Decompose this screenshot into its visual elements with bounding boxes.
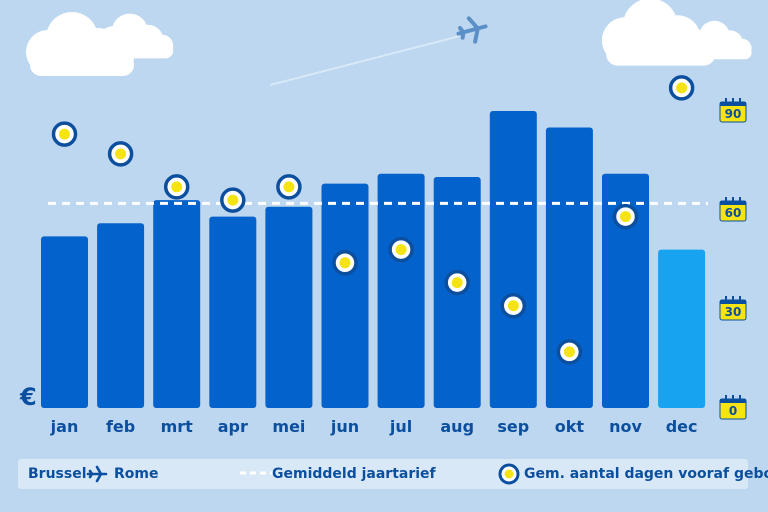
- y-axis-ticks: 0 30 60 90: [719, 98, 747, 420]
- month-label: aug: [440, 417, 474, 436]
- bars-group: [41, 111, 706, 408]
- marker-dec: [668, 75, 695, 101]
- marker-jan: [51, 121, 78, 147]
- month-labels: jan feb mrt apr mei jun jul aug sep okt nov dec: [50, 417, 698, 436]
- marker-mei: [276, 174, 302, 200]
- month-label: okt: [555, 417, 585, 436]
- bar-chart: jan feb mrt apr mei jun jul aug sep okt nov dec 0 30…: [19, 0, 752, 436]
- y-tick-label: 60: [725, 206, 742, 220]
- bar-apr: [209, 216, 257, 408]
- month-label: dec: [666, 417, 698, 436]
- y-tick-label: 0: [729, 404, 737, 418]
- month-label: mrt: [161, 417, 194, 436]
- bar-feb: [97, 223, 145, 408]
- marker-aug: [444, 269, 470, 296]
- month-label: nov: [609, 417, 642, 436]
- bar-nov: [602, 173, 649, 408]
- contrail: [269, 35, 461, 86]
- y-tick-label: 90: [725, 107, 742, 121]
- decorations: [26, 0, 752, 86]
- bar-mrt: [153, 200, 201, 408]
- legend-destination: Rome: [114, 466, 159, 482]
- marker-okt: [556, 339, 583, 365]
- marker-apr: [220, 187, 246, 213]
- marker-nov: [612, 203, 639, 230]
- month-label: apr: [218, 417, 248, 436]
- calendar-icon: 30: [719, 296, 747, 321]
- dashed-line-icon: [240, 471, 278, 475]
- currency-symbol: €: [19, 383, 37, 411]
- legend-marker: Gem. aantal dagen vooraf geboekt: [524, 466, 768, 482]
- month-label: feb: [106, 417, 135, 436]
- legend-average: Gemiddeld jaartarief: [272, 466, 436, 482]
- dot-marker-icon: [498, 463, 520, 485]
- marker-jun: [332, 250, 358, 276]
- month-label: mei: [272, 417, 305, 436]
- calendar-icon: 60: [719, 197, 747, 222]
- calendar-icon: 90: [719, 98, 747, 123]
- month-label: sep: [497, 417, 529, 436]
- bar-dec: [658, 249, 706, 408]
- markers-group: [51, 75, 695, 365]
- month-label: jan: [50, 417, 79, 436]
- y-tick-label: 30: [725, 305, 742, 319]
- marker-jul: [388, 236, 414, 263]
- cloud-icon: [686, 20, 752, 60]
- bar-jul: [377, 173, 425, 408]
- legend: Brussel Rome Gemiddeld jaartarief Gem. a…: [18, 459, 768, 489]
- bar-sep: [489, 111, 537, 408]
- month-label: jul: [389, 417, 412, 436]
- month-label: jun: [330, 417, 359, 436]
- marker-mrt: [163, 174, 190, 200]
- bar-okt: [545, 127, 593, 408]
- calendar-icon: 0: [719, 395, 747, 420]
- airplane-icon: [86, 465, 108, 483]
- legend-origin: Brussel: [28, 466, 87, 482]
- bar-jun: [321, 183, 369, 408]
- bar-mei: [265, 206, 313, 408]
- marker-feb: [107, 141, 134, 167]
- airplane-icon: [456, 16, 488, 44]
- bar-jan: [41, 236, 88, 408]
- cloud-icon: [97, 13, 174, 59]
- marker-sep: [500, 292, 527, 319]
